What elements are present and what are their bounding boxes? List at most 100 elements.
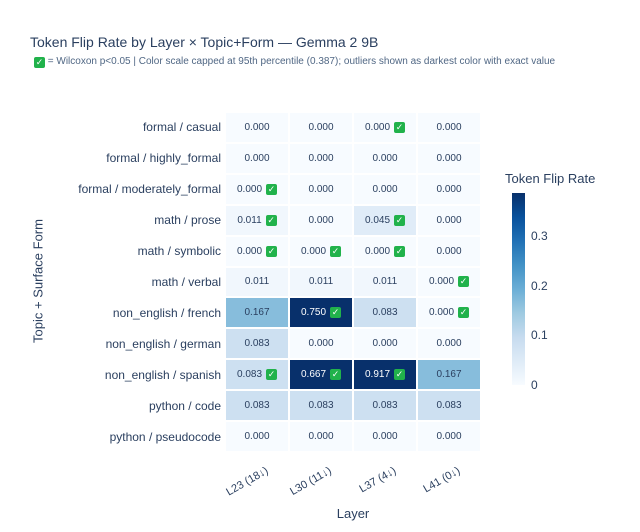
- significance-check-icon: ✓: [330, 369, 342, 381]
- heatmap-cell: 0.083: [225, 390, 289, 422]
- y-tick-label: python / pseudocode: [109, 429, 221, 444]
- heatmap-cell: 0.011 ✓: [225, 204, 289, 236]
- heatmap-cell: 0.083 ✓: [225, 359, 289, 391]
- significance-check-icon: ✓: [330, 307, 342, 319]
- x-tick-label: L37 (4↓): [357, 464, 398, 496]
- cell-value: 0.000: [300, 245, 327, 257]
- heatmap-cell: 0.045 ✓: [353, 204, 417, 236]
- heatmap-cell: 0.000: [289, 173, 353, 205]
- heatmap-cell: 0.667 ✓: [289, 359, 353, 391]
- cell-value: 0.000: [244, 121, 270, 133]
- heatmap-cell: 0.000 ✓: [417, 266, 481, 298]
- y-tick-label: math / verbal: [151, 275, 221, 289]
- cell-value: 0.000: [364, 245, 391, 257]
- cell-value: 0.000: [308, 152, 334, 164]
- significance-check-icon: ✓: [458, 276, 470, 288]
- cell-value: 0.167: [436, 369, 462, 381]
- colorbar-gradient: [512, 193, 525, 385]
- significance-check-icon: ✓: [266, 183, 278, 195]
- cell-value: 0.000: [372, 431, 398, 443]
- cell-value: 0.000: [236, 245, 263, 257]
- heatmap-cell: 0.000: [225, 142, 289, 174]
- cell-value: 0.083: [308, 400, 334, 412]
- cell-value: 0.045: [364, 214, 391, 226]
- cell-value: 0.667: [300, 369, 327, 381]
- cell-value: 0.000: [372, 338, 398, 350]
- heatmap-cell: 0.011: [289, 266, 353, 298]
- y-tick-label: non_english / spanish: [104, 367, 221, 382]
- cell-value: 0.011: [244, 276, 270, 288]
- cell-value: 0.000: [372, 183, 398, 195]
- y-tick-label: formal / moderately_formal: [78, 182, 221, 197]
- heatmap-cell: 0.000: [289, 204, 353, 236]
- significance-check-icon: ✓: [266, 369, 278, 381]
- cell-value: 0.000: [436, 214, 462, 226]
- heatmap-cell: 0.000: [353, 173, 417, 205]
- significance-check-icon: ✓: [265, 214, 277, 226]
- colorbar-title: Token Flip Rate: [505, 171, 596, 186]
- x-tick-label: L41 (0↓): [421, 464, 462, 496]
- significance-check-icon: ✓: [394, 369, 406, 381]
- colorbar-tick-label: 0.2: [531, 278, 548, 293]
- heatmap-cell: 0.000: [289, 142, 353, 174]
- colorbar-tick-label: 0: [531, 378, 538, 392]
- cell-value: 0.000: [436, 183, 462, 195]
- heatmap-cell: 0.011: [225, 266, 289, 298]
- cell-value: 0.000: [308, 121, 334, 133]
- cell-value: 0.000: [436, 245, 462, 257]
- heatmap-cell: 0.000: [417, 142, 481, 174]
- y-tick-label: math / prose: [154, 213, 221, 228]
- heatmap-cell: 0.000 ✓: [225, 235, 289, 267]
- x-tick-label: L30 (11↓): [288, 464, 334, 499]
- cell-value: 0.011: [308, 276, 334, 288]
- y-tick-label: non_english / german: [105, 336, 221, 351]
- cell-value: 0.000: [436, 338, 462, 350]
- cell-value: 0.000: [428, 307, 455, 319]
- cell-value: 0.000: [372, 152, 398, 164]
- heatmap-cell: 0.000 ✓: [225, 173, 289, 205]
- heatmap-grid: 0.000 0.000 0.000 ✓ 0.000 0.000 0.000 0.000 0.00…: [225, 112, 481, 452]
- cell-value: 0.000: [428, 276, 455, 288]
- heatmap-cell: 0.917 ✓: [353, 359, 417, 391]
- cell-value: 0.000: [308, 431, 334, 443]
- x-tick-label: L23 (18↓): [223, 464, 270, 499]
- heatmap-cell: 0.083: [353, 297, 417, 329]
- chart-subtitle: ✓ = Wilcoxon p<0.05 | Color scale capped…: [30, 56, 555, 68]
- cell-value: 0.000: [244, 152, 270, 164]
- cell-value: 0.000: [436, 152, 462, 164]
- cell-value: 0.000: [308, 338, 334, 350]
- heatmap-cell: 0.167: [417, 359, 481, 391]
- y-tick-label: math / symbolic: [137, 244, 221, 259]
- cell-value: 0.917: [364, 369, 391, 381]
- check-icon: ✓: [34, 57, 45, 68]
- cell-value: 0.083: [244, 400, 270, 412]
- cell-value: 0.000: [436, 121, 462, 133]
- heatmap-cell: 0.000 ✓: [289, 235, 353, 267]
- x-axis-title: Layer: [336, 506, 370, 521]
- heatmap-cell: 0.000 ✓: [417, 297, 481, 329]
- y-tick-label: python / code: [148, 398, 221, 413]
- cell-value: 0.083: [436, 400, 462, 412]
- chart-title: Token Flip Rate by Layer × Topic+Form — …: [30, 34, 379, 50]
- significance-check-icon: ✓: [394, 214, 406, 226]
- y-tick-labels: formal / casual formal / highly_formal for…: [0, 112, 221, 452]
- y-tick-label: formal / highly_formal: [106, 151, 221, 166]
- heatmap-cell: 0.000: [417, 112, 481, 143]
- heatmap-cell: 0.083: [353, 390, 417, 422]
- colorbar-tick-label: 0.3: [531, 229, 548, 244]
- colorbar-tick-label: 0.1: [531, 328, 548, 343]
- cell-value: 0.083: [372, 307, 398, 319]
- heatmap-cell: 0.083: [225, 328, 289, 360]
- heatmap-cell: 0.000: [417, 421, 481, 452]
- heatmap-cell: 0.083: [417, 390, 481, 422]
- heatmap-cell: 0.000 ✓: [353, 112, 417, 143]
- heatmap-cell: 0.000: [289, 112, 353, 143]
- cell-value: 0.750: [300, 307, 327, 319]
- cell-value: 0.000: [436, 431, 462, 443]
- y-tick-label: non_english / french: [112, 305, 221, 320]
- cell-value: 0.011: [237, 214, 262, 226]
- cell-value: 0.167: [244, 307, 270, 319]
- cell-value: 0.000: [308, 183, 334, 195]
- cell-value: 0.083: [244, 338, 270, 350]
